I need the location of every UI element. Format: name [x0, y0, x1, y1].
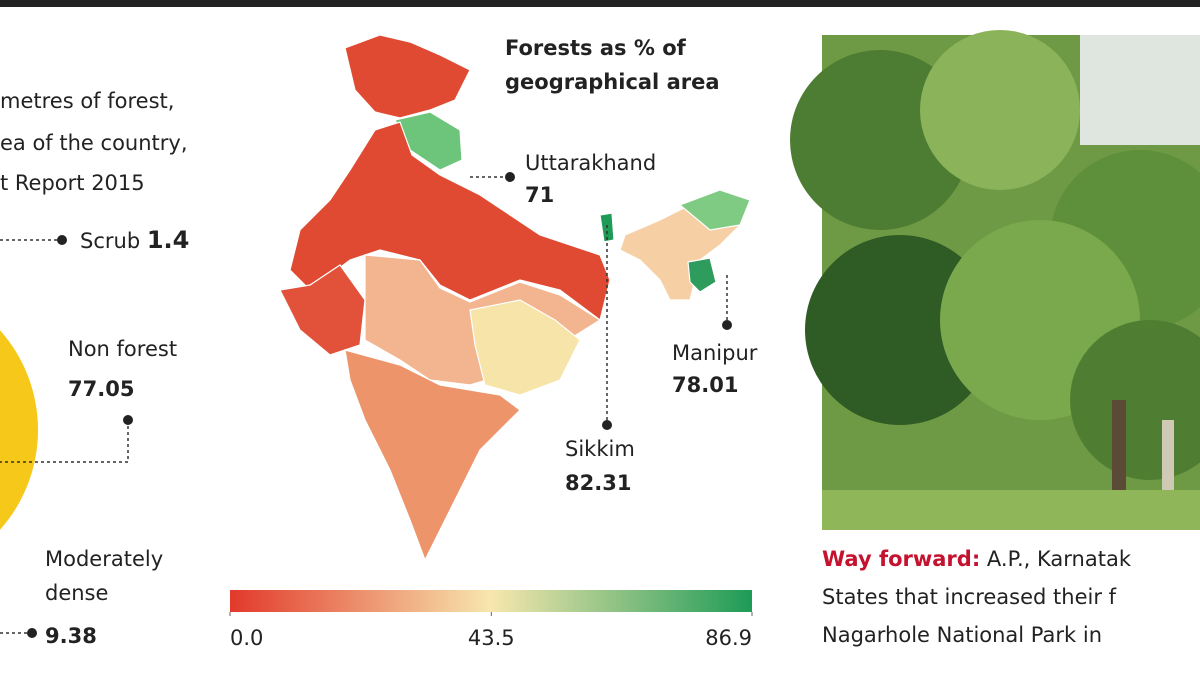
pie-label: Moderately: [45, 547, 163, 571]
callout-value: 78.01: [672, 373, 738, 397]
pie-value: 77.05: [68, 377, 134, 401]
pie-label: Scrub 1.4: [80, 226, 189, 254]
callout-name: Sikkim: [565, 437, 635, 461]
colorbar: [230, 590, 752, 612]
callout-value: 82.31: [565, 471, 631, 495]
map-title: Forests as % of: [505, 36, 687, 60]
pie: [0, 330, 38, 530]
pie-label: Non forest: [68, 337, 177, 361]
intro-line: metres of forest,: [0, 89, 174, 113]
callout-value: 71: [525, 183, 554, 207]
intro-line: t Report 2015: [0, 171, 145, 195]
intro-line: ea of the country,: [0, 131, 188, 155]
pie-label: dense: [45, 581, 108, 605]
caption: Nagarhole National Park in: [822, 623, 1102, 647]
colorbar-tick-label: 0.0: [230, 626, 263, 650]
colorbar-tick-label: 43.5: [468, 626, 515, 650]
leader: [0, 420, 129, 463]
top-rule: [0, 0, 1200, 7]
pie-value: 9.38: [45, 624, 97, 648]
photo: [790, 30, 1200, 530]
dotted-leaders: [0, 172, 732, 638]
colorbar-tick-label: 86.9: [705, 626, 752, 650]
callout-name: Manipur: [672, 341, 758, 365]
map-title: geographical area: [505, 70, 720, 94]
caption: States that increased their f: [822, 585, 1117, 609]
map: [279, 34, 751, 562]
caption: Way forward: A.P., Karnatak: [822, 547, 1132, 571]
callout-name: Uttarakhand: [525, 151, 656, 175]
